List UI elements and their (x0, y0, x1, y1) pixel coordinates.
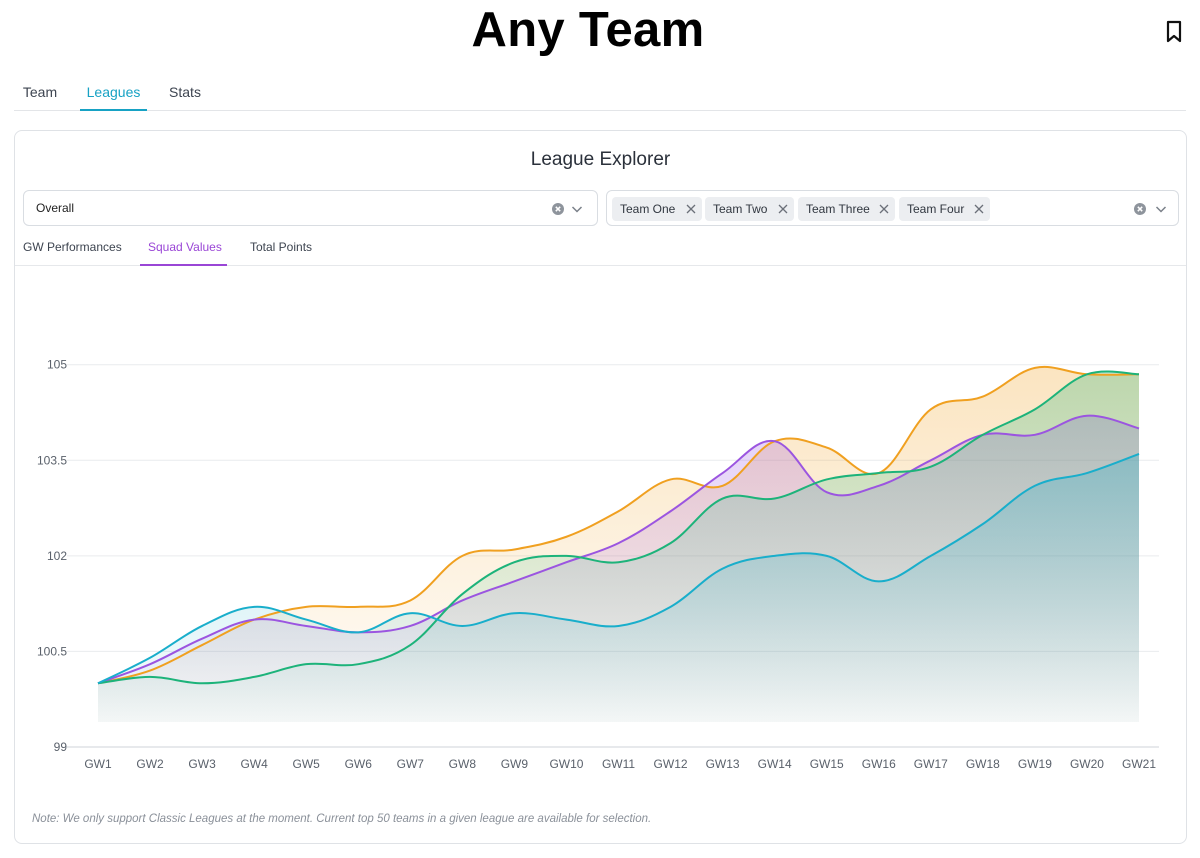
x-tick-label: GW9 (501, 757, 529, 771)
x-tick-label: GW19 (1018, 757, 1052, 771)
close-icon[interactable] (778, 204, 788, 214)
x-tick-label: GW4 (240, 757, 268, 771)
tab-leagues[interactable]: Leagues (80, 74, 147, 111)
team-chip-label: Team One (620, 202, 676, 216)
card-title: League Explorer (530, 149, 671, 170)
tab-team[interactable]: Team (22, 84, 58, 100)
series-line[interactable] (97, 365, 1140, 685)
x-tick-label: GW1 (84, 757, 112, 771)
x-tick-label: GW3 (188, 757, 216, 771)
bookmark-icon[interactable] (1163, 20, 1185, 44)
x-tick-label: GW10 (549, 757, 583, 771)
x-tick-label: GW20 (1070, 757, 1104, 771)
team-chip-label: Team Four (907, 202, 965, 216)
x-tick-label: GW15 (810, 757, 844, 771)
main-tab-bar: Team Leagues Stats (14, 74, 1186, 111)
x-tick-label: GW11 (602, 757, 635, 771)
x-tick-label: GW21 (1122, 757, 1156, 771)
tab-squad-values[interactable]: Squad Values (148, 240, 222, 254)
team-multiselect[interactable]: Team One Team Two Team Three Team Four (606, 190, 1179, 226)
team-chip: Team Two (705, 197, 794, 221)
tab-gw-performances[interactable]: GW Performances (23, 240, 122, 254)
x-tick-label: GW5 (293, 757, 321, 771)
series-line[interactable] (97, 452, 1140, 685)
y-tick-label: 102 (47, 549, 67, 563)
y-tick-label: 103.5 (37, 453, 67, 467)
x-tick-label: GW13 (706, 757, 740, 771)
league-select-value: Overall (36, 201, 75, 215)
series-line[interactable] (97, 370, 1140, 685)
series-area (98, 453, 1139, 722)
team-chip: Team One (612, 197, 702, 221)
x-tick-label: GW8 (449, 757, 477, 771)
chevron-down-icon[interactable] (570, 202, 584, 216)
close-icon[interactable] (974, 204, 984, 214)
x-tick-label: GW7 (397, 757, 425, 771)
league-explorer-card: League Explorer Overall Team One Team Tw… (14, 130, 1187, 844)
league-select[interactable]: Overall (23, 190, 598, 226)
x-tick-label: GW14 (758, 757, 792, 771)
team-chip: Team Three (798, 197, 895, 221)
clear-icon[interactable] (1133, 202, 1147, 216)
footnote: Note: We only support Classic Leagues at… (32, 813, 652, 825)
team-chip-label: Team Three (806, 202, 870, 216)
x-tick-label: GW6 (345, 757, 373, 771)
close-icon[interactable] (686, 204, 696, 214)
team-chip-label: Team Two (713, 202, 768, 216)
x-tick-label: GW18 (966, 757, 1000, 771)
y-tick-label: 105 (47, 358, 67, 372)
clear-icon[interactable] (551, 202, 565, 216)
chevron-down-icon[interactable] (1154, 202, 1168, 216)
squad-values-chart: 99 100.5 102 103.5 105 GW1 GW2 GW3 GW4 GW5 GW6 GW7 G… (37, 358, 1159, 771)
close-icon[interactable] (879, 204, 889, 214)
chart-tab-bar: GW Performances Squad Values Total Point… (15, 232, 1186, 266)
team-chip: Team Four (899, 197, 990, 221)
x-tick-label: GW16 (862, 757, 896, 771)
tab-total-points[interactable]: Total Points (250, 240, 313, 254)
x-tick-label: GW12 (654, 757, 688, 771)
page-title: Any Team (471, 3, 705, 57)
tab-stats[interactable]: Stats (169, 84, 201, 100)
y-tick-label: 100.5 (37, 644, 67, 658)
y-tick-label: 99 (54, 740, 68, 754)
series-line[interactable] (97, 414, 1140, 685)
x-tick-label: GW2 (136, 757, 164, 771)
active-tab-indicator (140, 264, 227, 266)
x-tick-label: GW17 (914, 757, 948, 771)
